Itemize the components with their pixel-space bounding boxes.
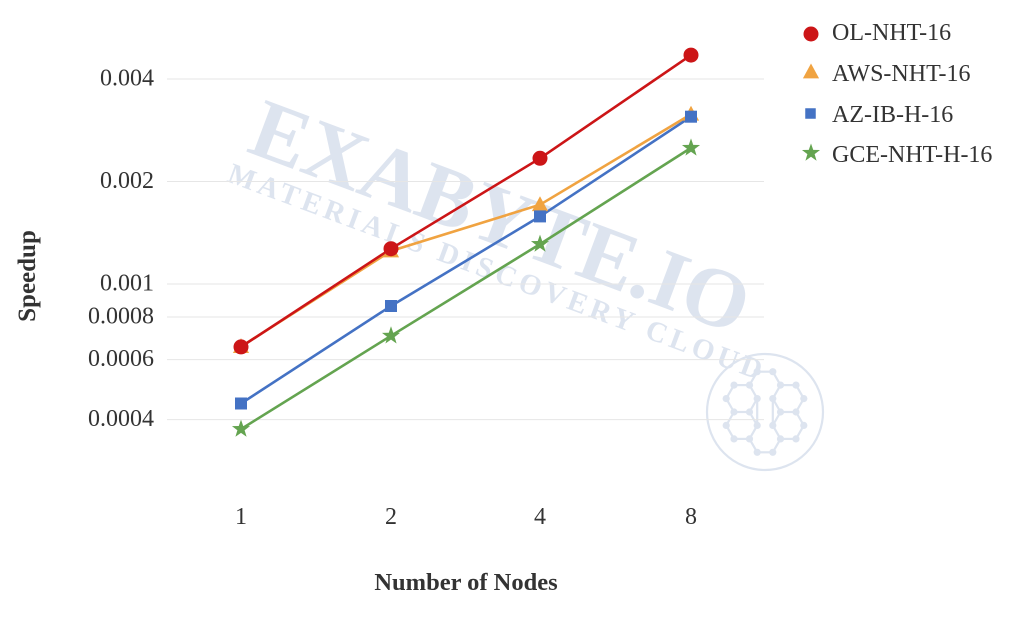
svg-text:Number of Nodes: Number of Nodes xyxy=(374,569,557,596)
svg-text:OL-NHT-16: OL-NHT-16 xyxy=(832,20,951,46)
svg-text:AZ-IB-H-16: AZ-IB-H-16 xyxy=(832,102,953,128)
svg-text:0.002: 0.002 xyxy=(100,168,154,194)
svg-text:0.0008: 0.0008 xyxy=(88,304,154,330)
svg-text:GCE-NHT-H-16: GCE-NHT-H-16 xyxy=(832,142,992,168)
svg-text:8: 8 xyxy=(685,504,697,530)
svg-text:AWS-NHT-16: AWS-NHT-16 xyxy=(832,61,971,87)
svg-text:0.004: 0.004 xyxy=(100,66,154,92)
svg-text:4: 4 xyxy=(534,504,546,530)
svg-text:Speedup: Speedup xyxy=(14,230,41,322)
svg-text:2: 2 xyxy=(385,504,397,530)
svg-text:0.0006: 0.0006 xyxy=(88,346,154,372)
svg-text:1: 1 xyxy=(235,504,247,530)
svg-text:0.0004: 0.0004 xyxy=(88,406,154,432)
svg-text:0.001: 0.001 xyxy=(100,271,154,297)
